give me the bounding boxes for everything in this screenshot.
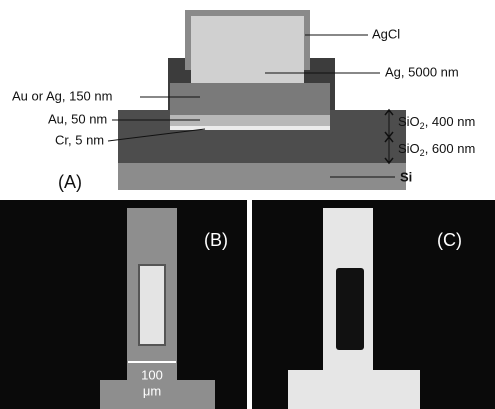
panel-label: (A) (58, 172, 82, 192)
label-cr: Cr, 5 nm (55, 132, 104, 147)
cross-section (118, 10, 406, 190)
label-sio2-lower: SiO2, 600 nm (398, 141, 475, 158)
label-agcl: AgCl (372, 26, 400, 41)
figure: AgCl Ag, 5000 nm Au or Ag, 150 nm Au, 50… (0, 0, 495, 409)
text: , 600 nm (425, 141, 476, 156)
au-ag-layer (170, 83, 330, 115)
text: , 400 nm (425, 114, 476, 129)
label-ag: Ag, 5000 nm (385, 64, 459, 79)
cr-layer (170, 126, 330, 130)
label-au: Au, 50 nm (48, 111, 107, 126)
label-si: Si (400, 169, 412, 184)
opening (336, 268, 364, 350)
label-sio2-upper: SiO2, 400 nm (398, 114, 475, 131)
opening (139, 265, 165, 345)
panel-label: (B) (204, 230, 228, 250)
text: SiO (398, 114, 420, 129)
scale-label: μm (143, 383, 161, 398)
scale-label: 100 (141, 367, 163, 382)
label-au-ag: Au or Ag, 150 nm (12, 88, 112, 103)
panel-label: (C) (437, 230, 462, 250)
text: SiO (398, 141, 420, 156)
